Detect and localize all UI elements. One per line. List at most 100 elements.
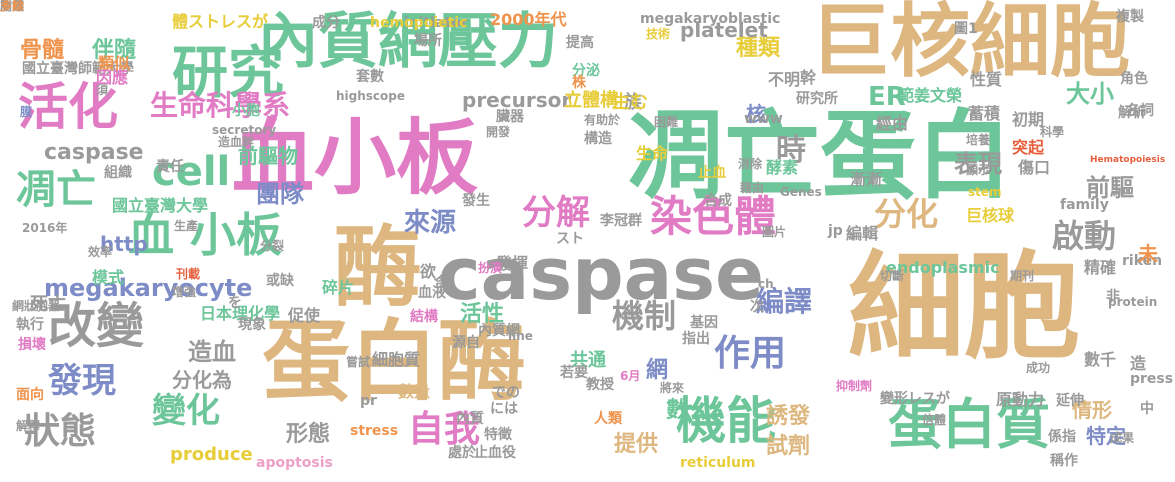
cloud-word: 經由 <box>876 114 909 133</box>
cloud-word: riken <box>1122 253 1163 269</box>
cloud-word: 幹 <box>800 68 817 87</box>
cloud-word: 共通 <box>570 350 606 371</box>
cloud-word: 數量 <box>398 382 431 401</box>
cloud-word: 網 <box>646 358 669 383</box>
cloud-word: 原動力 <box>996 390 1045 409</box>
cloud-word: press <box>1130 371 1174 387</box>
cloud-word: 酶 <box>334 216 423 319</box>
cloud-word: family <box>1060 197 1109 213</box>
cloud-word: 自我 <box>408 409 481 450</box>
cloud-word: 死亡 <box>30 294 66 315</box>
cloud-word: 未 <box>1138 242 1158 266</box>
cloud-word: 合成 <box>704 193 732 209</box>
cloud-word: 困難 <box>654 115 679 129</box>
cloud-word: hemopoietic <box>370 15 468 31</box>
cloud-word: caspase <box>438 232 764 316</box>
cloud-word: 促使 <box>288 306 321 325</box>
cloud-word: 解析 <box>1118 105 1146 121</box>
cloud-word: jp <box>828 223 843 239</box>
cloud-word: 多餘 <box>0 0 25 13</box>
cloud-word: 提高 <box>566 35 594 51</box>
cloud-word: スト <box>556 231 584 247</box>
cloud-word: 伴隨 <box>92 38 137 63</box>
cloud-word: 特定 <box>1086 424 1126 448</box>
cloud-word: 複製 <box>1116 9 1144 25</box>
cloud-word: 非 <box>1106 289 1120 305</box>
cloud-word: initiator <box>404 15 468 31</box>
cloud-word: 凋亡 <box>16 167 96 213</box>
cloud-word: 執行 <box>16 317 44 333</box>
cloud-word: 教授 <box>586 377 614 393</box>
cloud-word: secretory <box>212 123 277 137</box>
cloud-word: 日本理化學 <box>200 304 281 323</box>
cloud-word: 套數 <box>356 69 384 85</box>
cloud-word: 變化 <box>152 391 220 431</box>
cloud-word: 簡議 <box>0 0 25 13</box>
cloud-word: 改變 <box>48 298 145 354</box>
cloud-word: 現象 <box>238 317 266 333</box>
cloud-word: 國立臺灣師範大學 <box>22 61 134 77</box>
cloud-word: platelet <box>680 18 768 42</box>
cloud-word: 科學 <box>1040 125 1065 139</box>
cloud-word: ER <box>868 82 906 112</box>
cloud-word: 精確 <box>1084 258 1117 277</box>
cloud-word: 場所 <box>414 33 442 49</box>
cloud-word: 特徵 <box>484 427 512 443</box>
cloud-word: 模式 <box>92 268 125 287</box>
cloud-word: 生命科學系 <box>150 89 291 122</box>
cloud-word: 試劑 <box>766 434 811 459</box>
cloud-word: 活化 <box>18 78 118 136</box>
cloud-word: 消除 <box>738 157 763 171</box>
cloud-word: 效率 <box>88 245 113 259</box>
cloud-word: 成分 <box>312 15 340 31</box>
cloud-word: 機能 <box>676 392 776 450</box>
cloud-word: 核 <box>746 102 766 126</box>
cloud-word: 分解 <box>522 193 590 233</box>
cloud-word: 血 小板 <box>128 208 283 262</box>
cloud-word: 立體構 <box>564 90 618 111</box>
cloud-word: 6月 <box>620 369 641 383</box>
cloud-word: 將來 <box>660 381 685 395</box>
cloud-word: 種類 <box>736 36 781 61</box>
cloud-word: 狀態 <box>24 411 97 452</box>
cloud-word: 來源 <box>404 208 457 238</box>
cloud-word: 族 <box>624 92 642 113</box>
cloud-word: 技術 <box>646 27 671 41</box>
cloud-word: 嘗試 <box>346 355 371 369</box>
cloud-word: 處於 <box>448 445 476 461</box>
cloud-word: 細胞質 <box>372 350 421 369</box>
cloud-word: 體ストレスが <box>172 12 269 31</box>
cloud-word: 基因 <box>690 315 718 331</box>
cloud-word: 生產 <box>174 219 199 233</box>
cloud-word: 初期 <box>1012 110 1045 129</box>
cloud-word: 編譯 <box>756 285 813 318</box>
cloud-word: 發揮 <box>496 254 529 273</box>
cloud-word: 臟器 <box>496 109 524 125</box>
cloud-word: 大小 <box>1066 80 1114 108</box>
cloud-word: 時 <box>776 133 806 168</box>
cloud-word: 前驅 <box>1086 174 1134 202</box>
cloud-word: 造血幹 <box>218 135 255 149</box>
cloud-word: pr <box>360 393 377 409</box>
cloud-word: http <box>100 232 148 256</box>
cloud-word: 蓄積 <box>968 104 1001 123</box>
cloud-word: 發生 <box>462 193 490 209</box>
cloud-word: 血小板 <box>232 111 479 206</box>
cloud-word: 情形 <box>1072 398 1112 422</box>
cloud-word: 不明 <box>768 70 801 89</box>
cloud-word: 國立臺灣大學 <box>112 196 209 215</box>
cloud-word: 活性 <box>460 302 505 327</box>
cloud-word: 次 <box>750 299 764 315</box>
cloud-word: 欲 <box>420 262 437 281</box>
cloud-word: Genes <box>780 185 822 199</box>
cloud-word: 類似 <box>98 54 131 73</box>
cloud-word: 巨核球 <box>966 206 1015 225</box>
cloud-word: 內質網壓力 <box>258 7 558 77</box>
cloud-word: 培養 <box>966 133 991 147</box>
cloud-word: www <box>744 111 783 127</box>
cloud-word: 李冠群 <box>600 213 642 229</box>
cloud-word: precursor <box>462 88 572 112</box>
cloud-word: 內質 <box>456 411 484 427</box>
cloud-word: 因應 <box>96 68 129 87</box>
